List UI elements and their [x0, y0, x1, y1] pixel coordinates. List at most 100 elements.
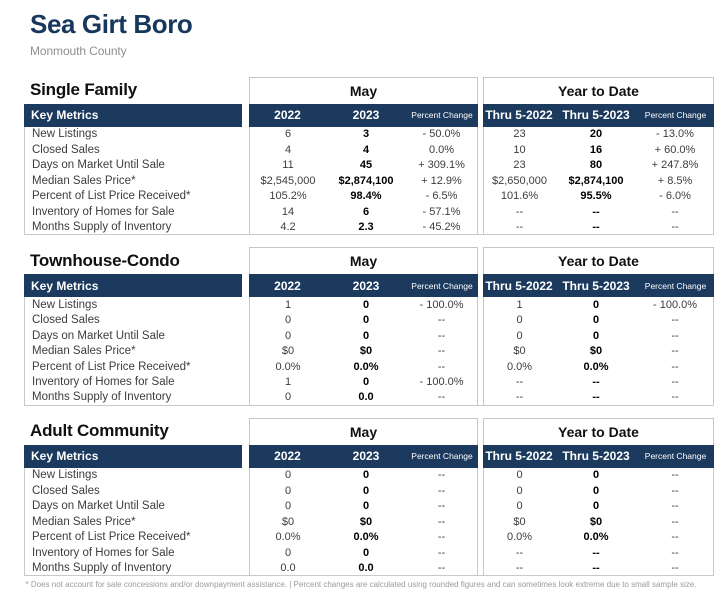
value-may-2022: 14: [249, 204, 326, 220]
value-may-2022: 0: [249, 312, 326, 329]
value-may-2023: 0: [362, 314, 370, 327]
metric-label: Months Supply of Inventory: [24, 390, 242, 406]
value-may-2022: 6: [249, 126, 326, 143]
column-gap: [242, 530, 249, 546]
value-thru-2023: 0: [592, 500, 600, 513]
metric-label: Percent of List Price Received*: [24, 188, 242, 205]
col-thru-2023-header: Thru 5-2023: [555, 103, 637, 127]
value-thru-2023: --: [592, 376, 600, 389]
value-thru-2022: --: [483, 545, 555, 561]
value-may-2023: $0: [359, 345, 373, 358]
value-may-percent-change: - 100.0%: [406, 374, 478, 391]
value-may-percent-change: --: [406, 359, 478, 375]
value-may-2023: 0: [362, 298, 370, 311]
value-thru-2022: 0: [483, 328, 555, 344]
value-may-percent-change: --: [406, 498, 478, 515]
value-thru-2023: 0.0%: [583, 531, 609, 544]
metric-label: Closed Sales: [24, 483, 242, 499]
value-ytd-percent-change: --: [637, 498, 714, 515]
column-gap: [242, 297, 249, 313]
value-thru-2023: --: [592, 205, 600, 218]
value-ytd-percent-change: + 60.0%: [637, 142, 714, 158]
value-may-2023: $2,874,100: [338, 174, 394, 187]
column-gap: [242, 189, 249, 205]
value-thru-2022: 23: [483, 126, 555, 143]
value-may-2023: 3: [362, 128, 370, 141]
value-may-2022: 105.2%: [249, 188, 326, 205]
value-thru-2022: 0.0%: [483, 359, 555, 375]
metric-label: Days on Market Until Sale: [24, 328, 242, 344]
value-may-percent-change: - 100.0%: [406, 297, 478, 313]
column-gap: [242, 545, 249, 561]
column-gap: [242, 142, 249, 158]
value-may-2022: 0: [249, 545, 326, 561]
value-thru-2023: 20: [589, 128, 603, 141]
may-group-header: May: [249, 247, 478, 275]
ytd-group-header: Year to Date: [483, 417, 714, 445]
column-gap: [242, 445, 249, 468]
column-gap: [478, 561, 483, 577]
col-2023-header: 2023: [326, 103, 406, 127]
value-thru-2023: --: [555, 561, 637, 577]
value-may-2022: 0.0%: [249, 359, 326, 375]
value-may-2023: 0.0%: [353, 531, 379, 544]
value-ytd-percent-change: --: [637, 343, 714, 360]
value-thru-2023: 0.0%: [583, 360, 609, 373]
col-percent-change-header: Percent Change: [637, 274, 714, 298]
value-may-percent-change: --: [406, 312, 478, 329]
col-percent-change-header: Percent Change: [406, 444, 478, 468]
value-ytd-percent-change: + 8.5%: [637, 173, 714, 189]
page-subtitle: Monmouth County: [30, 43, 127, 58]
column-gap: [478, 220, 483, 236]
value-thru-2023: $0: [589, 345, 603, 358]
value-thru-2023: --: [592, 546, 600, 559]
column-gap: [242, 204, 249, 220]
value-may-percent-change: 0.0%: [406, 142, 478, 158]
metrics-grid: Adult Community May Year to Date Key Met…: [24, 417, 714, 577]
value-ytd-percent-change: --: [637, 529, 714, 546]
value-may-2023: 0: [362, 329, 370, 342]
col-thru-2023-header: Thru 5-2023: [555, 274, 637, 298]
value-may-2022: 0: [249, 498, 326, 515]
value-may-percent-change: --: [406, 545, 478, 561]
value-thru-2023: --: [555, 390, 637, 406]
value-thru-2022: --: [483, 560, 555, 577]
value-ytd-percent-change: --: [637, 545, 714, 561]
value-ytd-percent-change: - 13.0%: [637, 126, 714, 143]
metric-label: Months Supply of Inventory: [24, 560, 242, 577]
column-gap: [242, 514, 249, 530]
page-title: Sea Girt Boro: [30, 9, 193, 39]
value-thru-2022: 0: [483, 312, 555, 329]
metric-label: Percent of List Price Received*: [24, 359, 242, 375]
column-gap: [242, 375, 249, 391]
value-may-percent-change: - 57.1%: [406, 204, 478, 220]
value-thru-2023: 0: [592, 298, 600, 311]
value-thru-2022: 0: [483, 498, 555, 515]
col-2023-header: 2023: [326, 444, 406, 468]
metric-label: Inventory of Homes for Sale: [24, 204, 242, 220]
metric-label: Percent of List Price Received*: [24, 529, 242, 546]
value-ytd-percent-change: --: [637, 328, 714, 344]
value-may-percent-change: + 309.1%: [406, 157, 478, 174]
value-thru-2022: 10: [483, 142, 555, 158]
value-may-2022: 0: [249, 483, 326, 499]
column-gap: [242, 104, 249, 127]
metrics-grid: Single Family May Year to Date Key Metri…: [24, 76, 714, 236]
value-may-2023: 45: [359, 159, 373, 172]
value-may-percent-change: --: [406, 467, 478, 484]
value-ytd-percent-change: + 247.8%: [637, 157, 714, 174]
value-ytd-percent-change: --: [637, 467, 714, 484]
report-header: Sea Girt Boro Monmouth County: [0, 0, 722, 58]
value-ytd-percent-change: - 6.0%: [637, 188, 714, 205]
value-thru-2023: 16: [589, 143, 603, 156]
value-thru-2023: 95.5%: [580, 190, 612, 203]
column-gap: [242, 418, 249, 445]
value-may-2023: 0: [362, 546, 370, 559]
metric-label: New Listings: [24, 126, 242, 143]
column-gap: [478, 390, 483, 406]
col-2023-header: 2023: [326, 274, 406, 298]
value-may-2023: 0.0: [326, 390, 406, 406]
value-may-2022: 4: [249, 142, 326, 158]
value-may-2023: 0: [362, 469, 370, 482]
column-gap: [242, 328, 249, 344]
